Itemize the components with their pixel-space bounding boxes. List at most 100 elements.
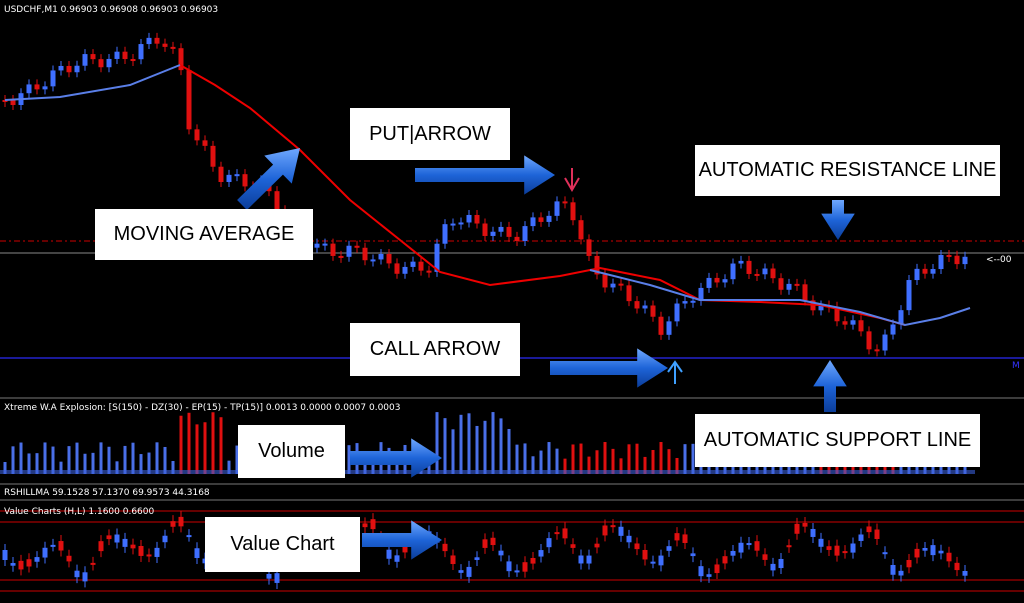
candle-body <box>714 277 720 283</box>
candle-body <box>330 243 336 256</box>
value-body <box>730 550 736 556</box>
value-body <box>18 560 24 570</box>
candle-body <box>26 84 32 94</box>
value-body <box>498 550 504 556</box>
value-body <box>402 546 408 553</box>
value-body <box>586 555 592 564</box>
candle-body <box>602 274 608 288</box>
put-signal <box>564 168 580 192</box>
annotation: CALL ARROW <box>350 323 520 376</box>
volume-bar <box>619 458 623 474</box>
value-body <box>530 557 536 564</box>
annotation: Volume <box>238 425 345 478</box>
candle-body <box>786 283 792 290</box>
candle-body <box>730 263 736 280</box>
value-body <box>170 521 176 527</box>
volume-bar <box>51 446 55 474</box>
annotation: AUTOMATIC RESISTANCE LINE <box>695 145 1000 196</box>
candle-body <box>242 174 248 187</box>
value-body <box>162 535 168 543</box>
value-body <box>450 555 456 565</box>
candle-body <box>666 321 672 335</box>
volume-bar <box>171 460 175 474</box>
value-body <box>810 528 816 537</box>
value-body <box>362 523 368 528</box>
volume-bar <box>675 457 679 474</box>
value-body <box>458 570 464 573</box>
value-body <box>658 555 664 566</box>
value-body <box>2 550 8 560</box>
value-body <box>490 537 496 546</box>
candle-body <box>106 58 112 68</box>
panel-label: RSHILLMA 59.1528 57.1370 69.9573 44.3168 <box>4 488 210 498</box>
candle-body <box>42 86 48 90</box>
value-body <box>386 549 392 559</box>
volume-bar <box>627 444 631 474</box>
value-body <box>946 552 952 562</box>
candle-body <box>946 254 952 257</box>
value-body <box>754 541 760 551</box>
value-body <box>666 546 672 551</box>
candle-body <box>794 283 800 286</box>
value-body <box>394 555 400 562</box>
value-body <box>106 535 112 540</box>
candle-body <box>226 174 232 182</box>
candle-body <box>778 278 784 290</box>
annotation: PUT|ARROW <box>350 108 510 160</box>
value-body <box>634 543 640 550</box>
value-body <box>274 573 280 583</box>
annotation-arrow <box>237 148 300 210</box>
volume-bar <box>659 442 663 474</box>
volume-bar <box>603 442 607 474</box>
candle-body <box>130 59 136 62</box>
candle-body <box>90 54 96 60</box>
value-body <box>594 543 600 548</box>
moving-average-slow <box>589 269 971 327</box>
value-body <box>154 547 160 557</box>
candle-body <box>618 283 624 286</box>
candle-body <box>642 305 648 309</box>
volume-bar <box>643 456 647 474</box>
candle-body <box>482 223 488 236</box>
candle-body <box>690 300 696 303</box>
volume-bar <box>67 446 71 474</box>
value-body <box>570 544 576 548</box>
value-body <box>930 545 936 556</box>
annotation-arrow <box>415 155 555 195</box>
value-body <box>618 526 624 536</box>
volume-bar <box>219 417 223 474</box>
value-body <box>890 564 896 575</box>
value-body <box>370 519 376 530</box>
candle-body <box>378 253 384 260</box>
volume-bar <box>131 442 135 474</box>
volume-bar <box>515 444 519 474</box>
candle-body <box>922 268 928 274</box>
value-body <box>818 538 824 547</box>
candle-body <box>346 245 352 257</box>
value-body <box>442 543 448 552</box>
value-body <box>690 553 696 557</box>
value-body <box>178 516 184 527</box>
candle-body <box>738 260 744 264</box>
annotation: AUTOMATIC SUPPORT LINE <box>695 414 980 467</box>
candle-body <box>898 310 904 325</box>
candle-body <box>682 301 688 304</box>
candle-body <box>466 214 472 223</box>
candle-body <box>386 253 392 264</box>
volume-bar <box>107 446 111 474</box>
value-body <box>98 541 104 552</box>
moving-average-slow <box>4 64 181 101</box>
candle-body <box>98 59 104 68</box>
volume-bar <box>555 448 559 474</box>
value-body <box>802 522 808 527</box>
candle-body <box>498 226 504 232</box>
volume-bar <box>539 450 543 474</box>
value-body <box>842 551 848 554</box>
candle-body <box>362 247 368 261</box>
volume-bar <box>451 429 455 474</box>
value-body <box>82 572 88 582</box>
value-body <box>122 538 128 547</box>
candle-body <box>274 191 280 211</box>
candle-body <box>562 201 568 204</box>
